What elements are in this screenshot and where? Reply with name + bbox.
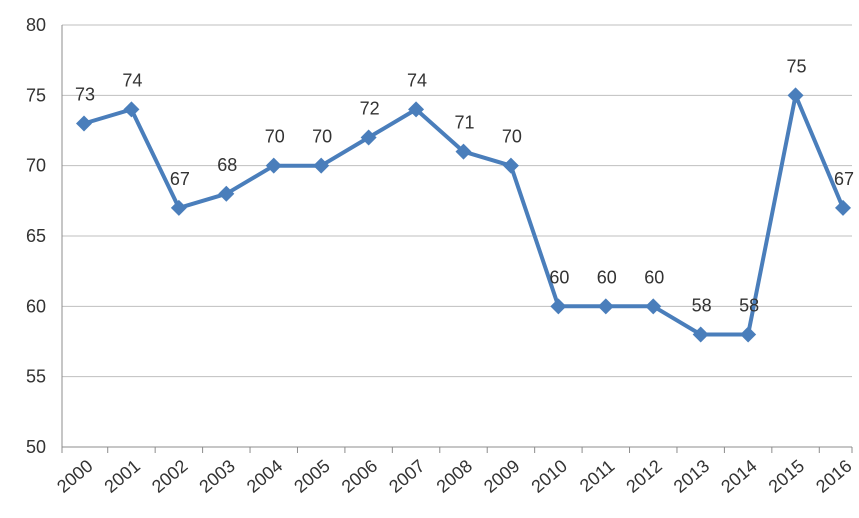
- data-point-2010: [550, 298, 567, 315]
- y-tick-label-75: 75: [26, 85, 46, 105]
- data-label-2015: 75: [787, 56, 807, 76]
- data-label-2007: 74: [407, 70, 427, 90]
- x-tick-label-2010: 2010: [527, 456, 571, 497]
- x-tick-label-2004: 2004: [243, 456, 287, 497]
- gridlines: [62, 24, 852, 378]
- data-label-2000: 73: [75, 84, 95, 104]
- data-label-2004: 70: [265, 127, 285, 147]
- data-point-2005: [313, 157, 330, 174]
- data-label-2010: 60: [549, 267, 569, 287]
- data-point-2011: [597, 298, 614, 315]
- data-point-2015: [787, 87, 804, 104]
- y-tick-label-50: 50: [26, 437, 46, 457]
- y-axis-ticks: 50 55 60 65 70 75 80: [26, 15, 46, 457]
- x-tick-label-2007: 2007: [385, 456, 429, 497]
- axes: [61, 25, 853, 453]
- y-tick-label-70: 70: [26, 156, 46, 176]
- data-point-2016: [835, 199, 851, 216]
- x-axis-ticks: 2000 2001 2002 2003 2004 2005 2006 2007 2008 2009…: [53, 456, 856, 497]
- data-point-2014: [740, 326, 757, 343]
- data-label-2008: 71: [454, 113, 474, 133]
- data-label-2014: 58: [739, 295, 759, 315]
- x-tick-label-2014: 2014: [717, 456, 761, 497]
- x-tick-label-2006: 2006: [338, 456, 382, 497]
- data-point-2013: [692, 326, 709, 343]
- x-tick-label-2001: 2001: [100, 456, 144, 497]
- data-label-2012: 60: [644, 267, 664, 287]
- data-label-2005: 70: [312, 127, 332, 147]
- x-tick-label-2016: 2016: [812, 456, 856, 497]
- x-tick-label-2003: 2003: [195, 456, 239, 497]
- data-point-2000: [76, 115, 92, 132]
- series-markers: [76, 87, 851, 343]
- x-tick-label-2005: 2005: [290, 456, 334, 497]
- data-point-2007: [408, 101, 425, 118]
- y-tick-label-60: 60: [26, 296, 46, 316]
- x-tick-label-2000: 2000: [53, 456, 97, 497]
- x-tick-label-2015: 2015: [765, 456, 809, 497]
- y-tick-label-65: 65: [26, 226, 46, 246]
- data-point-2001: [123, 101, 140, 118]
- data-point-2008: [455, 143, 472, 160]
- data-label-2003: 68: [217, 155, 237, 175]
- data-point-2006: [360, 129, 377, 146]
- x-tick-label-2011: 2011: [576, 456, 619, 496]
- data-point-2004: [265, 157, 282, 174]
- data-label-2006: 72: [360, 99, 380, 119]
- data-label-2009: 70: [502, 127, 522, 147]
- x-tick-label-2009: 2009: [480, 456, 524, 497]
- y-tick-label-55: 55: [26, 367, 46, 387]
- x-tick-label-2013: 2013: [670, 456, 714, 497]
- data-point-2002: [170, 199, 187, 216]
- data-label-2001: 74: [122, 70, 142, 90]
- x-tick-label-2012: 2012: [622, 456, 666, 497]
- x-tick-label-2008: 2008: [433, 456, 477, 497]
- y-tick-label-80: 80: [26, 15, 46, 35]
- data-label-2016: 67: [834, 169, 854, 189]
- data-point-2012: [645, 298, 662, 315]
- x-tick-label-2002: 2002: [148, 456, 192, 497]
- data-labels: 73 74 67 68 70 70 72 74 71 70 60 60 60 58 58 75 67: [75, 56, 854, 315]
- data-label-2013: 58: [692, 295, 712, 315]
- data-label-2011: 60: [597, 267, 617, 287]
- data-point-2009: [502, 157, 519, 174]
- data-label-2002: 67: [170, 169, 190, 189]
- data-point-2003: [218, 185, 235, 202]
